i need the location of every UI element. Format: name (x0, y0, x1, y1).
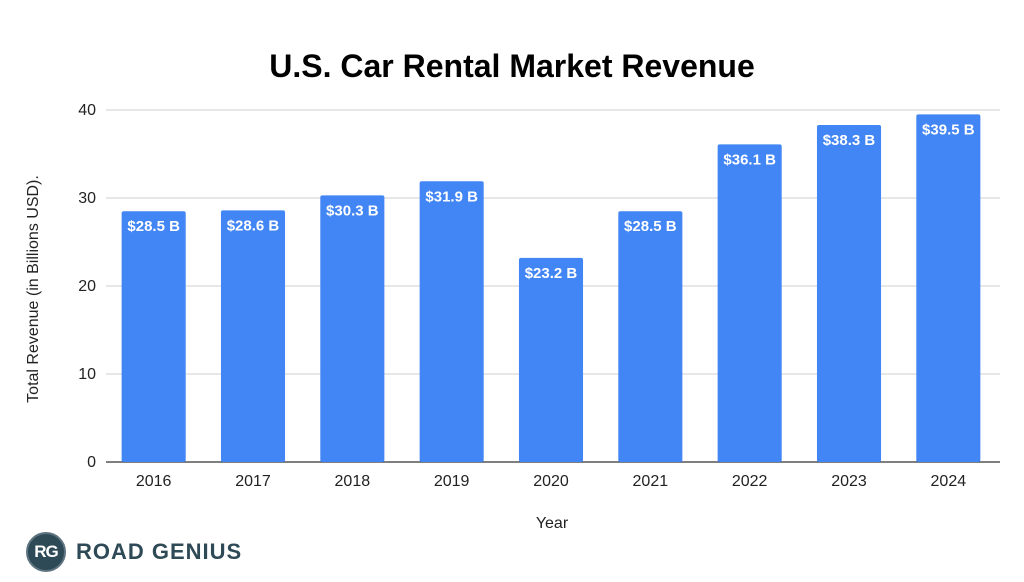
x-tick-label: 2023 (831, 473, 867, 490)
bar-2024 (916, 114, 981, 463)
y-axis-label: Total Revenue (in Billions USD). (25, 175, 42, 403)
data-label-2020: $23.2 B (525, 265, 578, 282)
bar-2016 (121, 211, 186, 462)
x-axis-ticks: 2016 2017 2018 2019 2020 2021 2022 2023 2024 (136, 473, 966, 490)
data-label-2018: $30.3 B (326, 202, 379, 219)
x-tick-label: 2022 (732, 473, 768, 490)
bar-2023 (816, 124, 882, 463)
y-axis-ticks: 0 10 20 30 40 (78, 102, 96, 471)
y-tick-label: 30 (78, 190, 96, 207)
data-label-2024: $39.5 B (922, 121, 975, 138)
data-label-2023: $38.3 B (823, 132, 876, 149)
y-tick-label: 0 (87, 454, 96, 471)
bar-2019 (419, 181, 484, 462)
logo-name: ROAD GENIUS (76, 539, 243, 564)
rg-badge-icon: RG (26, 532, 66, 572)
bar-2017 (220, 210, 286, 462)
y-tick-label: 40 (78, 102, 96, 119)
bars: $28.5 B $28.6 B $30.3 B $31.9 B $23.2 B $28.5… (121, 114, 981, 463)
x-tick-label: 2017 (235, 473, 271, 490)
y-tick-label: 20 (78, 278, 96, 295)
bar-2022 (717, 144, 782, 462)
x-axis-label: Year (536, 515, 569, 532)
data-label-2021: $28.5 B (624, 218, 677, 235)
bar-2020 (518, 257, 584, 462)
x-tick-label: 2016 (136, 473, 172, 490)
x-tick-label: 2019 (434, 473, 470, 490)
y-tick-label: 10 (78, 366, 96, 383)
bar-2018 (320, 195, 385, 463)
data-label-2016: $28.5 B (127, 218, 180, 235)
chart-title: U.S. Car Rental Market Revenue (269, 48, 755, 84)
data-label-2019: $31.9 B (425, 188, 478, 205)
data-label-2017: $28.6 B (227, 217, 280, 234)
data-label-2022: $36.1 B (723, 151, 776, 168)
x-tick-label: 2021 (633, 473, 669, 490)
road-genius-logo: RG ROAD GENIUS (26, 530, 242, 574)
bar-2021 (618, 211, 683, 462)
x-tick-label: 2020 (533, 473, 569, 490)
x-tick-label: 2018 (335, 473, 371, 490)
x-tick-label: 2024 (931, 473, 967, 490)
